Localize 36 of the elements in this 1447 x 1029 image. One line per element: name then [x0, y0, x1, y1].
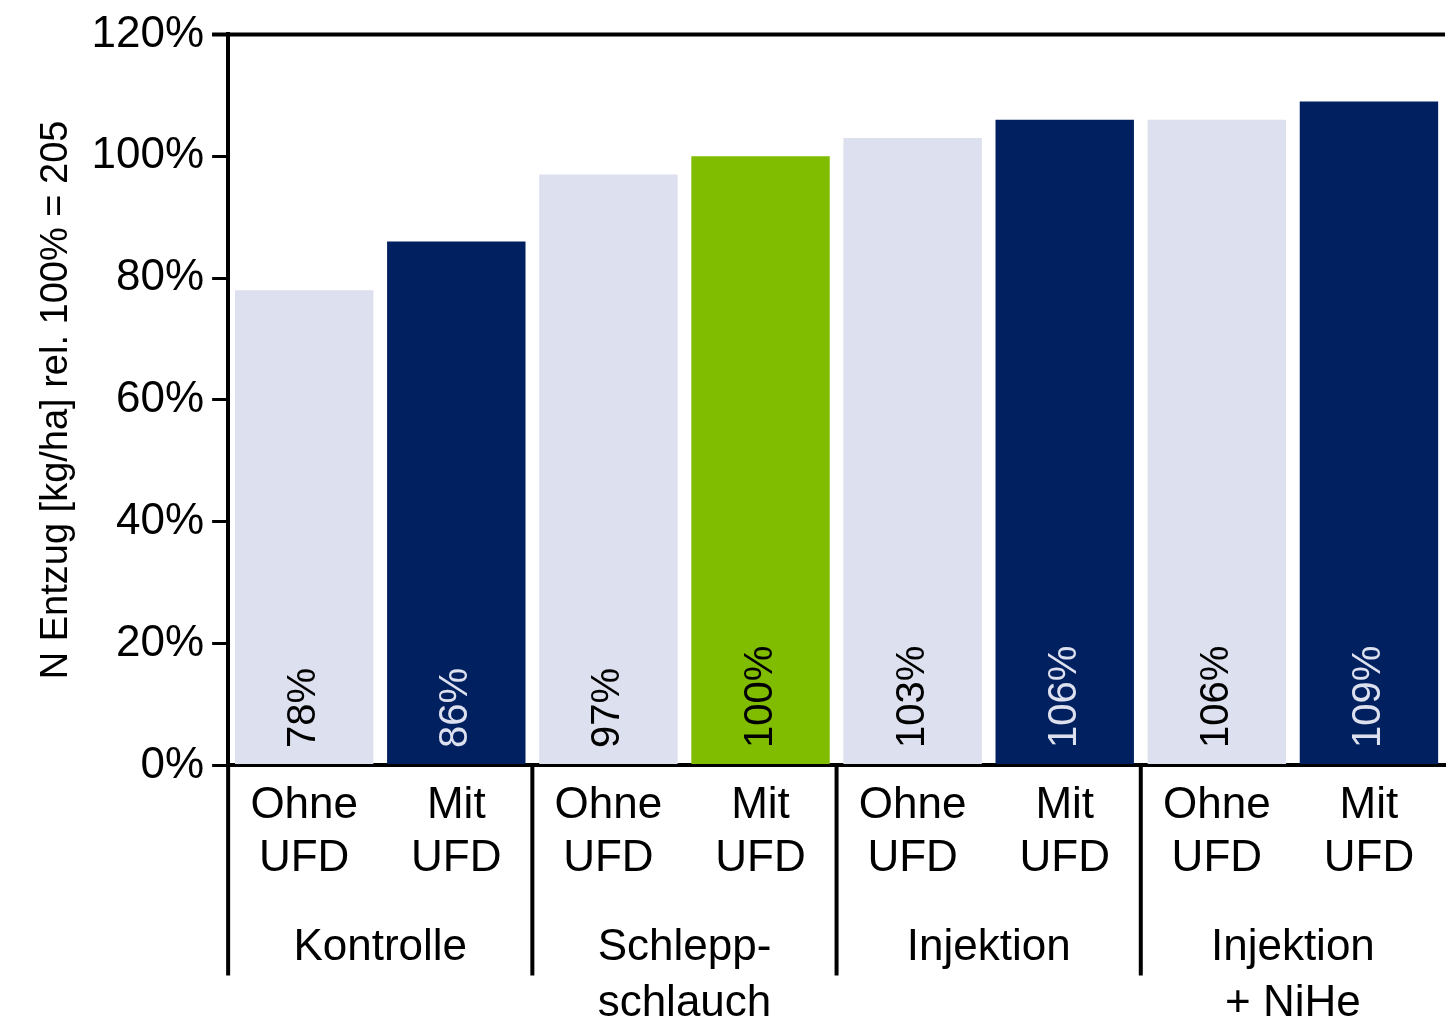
data-label: 86%	[431, 667, 476, 748]
bar	[995, 119, 1134, 764]
x-tick-label: Mit UFD	[411, 777, 502, 880]
y-tick-label: 20%	[116, 615, 205, 665]
x-tick-label: Ohne UFD	[858, 777, 967, 880]
x-tick-label: Mit UFD	[715, 777, 806, 880]
text: Kontrolle	[293, 919, 468, 969]
y-tick-label: 80%	[116, 250, 205, 300]
bar	[234, 290, 374, 764]
bar	[1147, 119, 1287, 764]
y-tick-label: 100%	[91, 128, 205, 178]
x-tick-label: Ohne UFD	[1163, 777, 1271, 880]
bar	[539, 174, 678, 764]
y-tick-label: 60%	[116, 372, 205, 422]
bar	[691, 156, 830, 764]
text: Schlepp- schlauch	[597, 919, 772, 1025]
x-tick-label: Mit UFD	[1019, 777, 1110, 880]
data-label: 106%	[1191, 645, 1236, 748]
y-tick-label: 0%	[140, 737, 205, 787]
data-label: 103%	[887, 645, 932, 748]
x-tick-label: Ohne UFD	[554, 777, 663, 880]
data-label: 106%	[1039, 645, 1084, 748]
bar	[843, 137, 982, 764]
bar	[387, 241, 526, 764]
x-tick-label: Mit UFD	[1323, 777, 1415, 880]
data-label: 97%	[583, 667, 628, 748]
x-tick-label: Ohne UFD	[250, 777, 359, 880]
bar	[1299, 101, 1439, 764]
data-label: 100%	[735, 645, 780, 748]
text: Injektion	[906, 919, 1071, 969]
y-tick-label: 40%	[116, 493, 205, 543]
y-tick-label: 120%	[91, 6, 205, 56]
data-label: 78%	[279, 667, 324, 748]
data-label: 109%	[1343, 645, 1388, 748]
y-axis-title: N Entzug [kg/ha] rel. 100% = 205	[33, 120, 76, 680]
text: Injektion + NiHe	[1210, 919, 1375, 1025]
